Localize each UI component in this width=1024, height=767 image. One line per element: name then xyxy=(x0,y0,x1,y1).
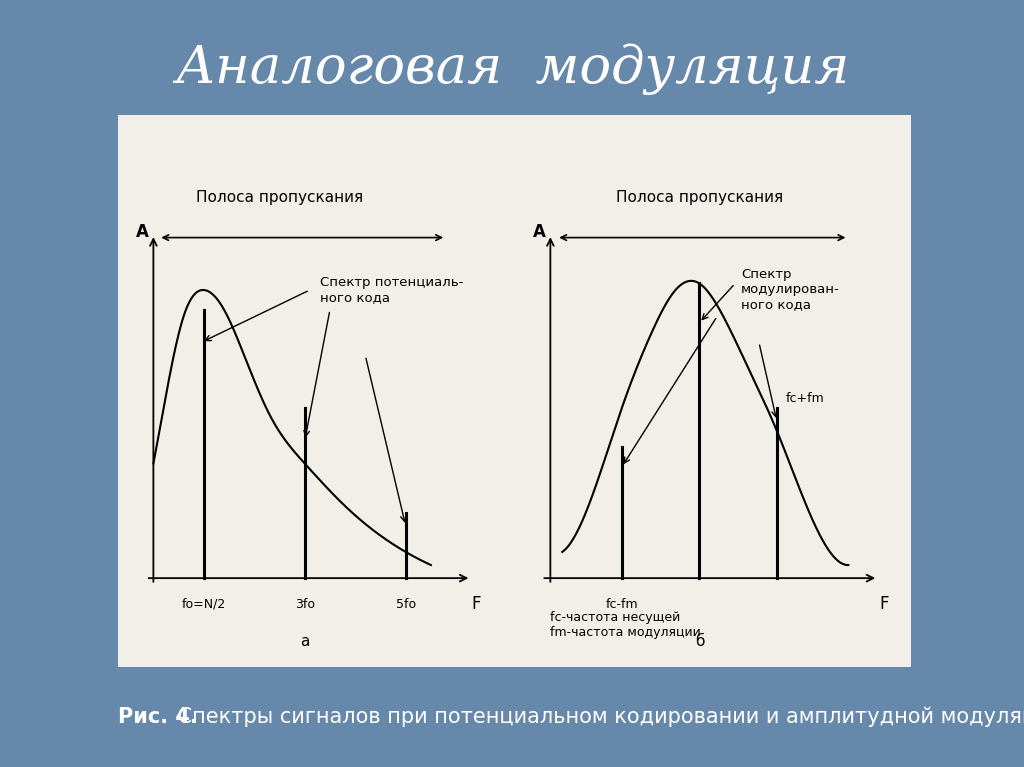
Text: 3fo: 3fo xyxy=(295,597,314,611)
Text: 5fo: 5fo xyxy=(395,597,416,611)
Text: Спектры сигналов при потенциальном кодировании и амплитудной модуляции: Спектры сигналов при потенциальном кодир… xyxy=(171,707,1024,727)
Text: fo=N/2: fo=N/2 xyxy=(181,597,226,611)
Text: Аналоговая  модуляция: Аналоговая модуляция xyxy=(175,43,849,95)
Text: Полоса пропускания: Полоса пропускания xyxy=(615,190,783,205)
Text: Рис. 4.: Рис. 4. xyxy=(118,707,198,727)
Text: б: б xyxy=(694,634,705,649)
Text: а: а xyxy=(300,634,309,649)
Text: Спектр потенциаль-
ного кода: Спектр потенциаль- ного кода xyxy=(319,276,463,304)
Text: A: A xyxy=(534,223,546,241)
Text: F: F xyxy=(880,594,889,613)
Text: F: F xyxy=(472,594,481,613)
Text: fc+fm: fc+fm xyxy=(785,391,824,404)
Text: fc-частота несущей
fm-частота модуляции: fc-частота несущей fm-частота модуляции xyxy=(550,611,701,639)
Text: Спектр
модулирован-
ного кода: Спектр модулирован- ного кода xyxy=(741,268,840,311)
Text: A: A xyxy=(136,223,148,241)
Text: fc-fm: fc-fm xyxy=(605,597,638,611)
Text: Полоса пропускания: Полоса пропускания xyxy=(196,190,364,205)
